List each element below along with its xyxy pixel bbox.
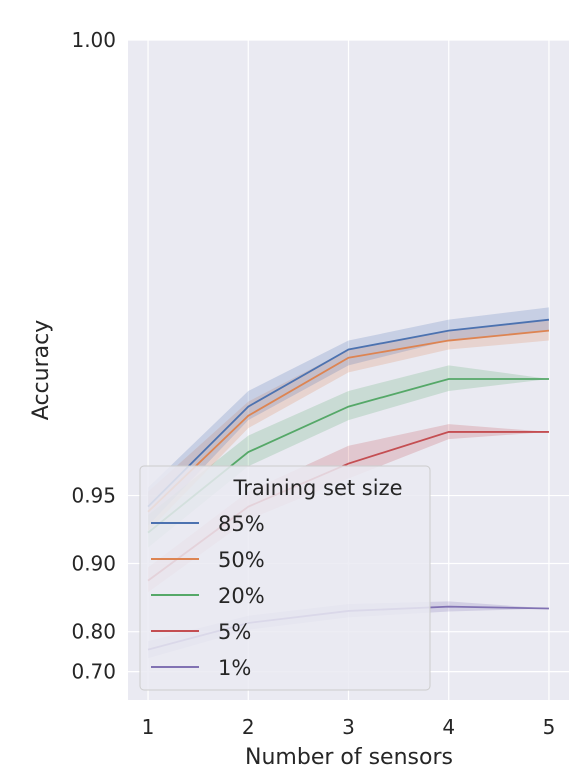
- legend-label: 1%: [218, 656, 251, 680]
- y-axis-title: Accuracy: [29, 320, 54, 420]
- x-tick-label: 3: [342, 715, 355, 739]
- x-tick-label: 4: [442, 715, 455, 739]
- legend: Training set size 85% 50% 20% 5% 1%: [139, 465, 431, 691]
- legend-label: 5%: [218, 620, 251, 644]
- series-line-85%: [147, 318, 550, 508]
- legend-box: [139, 465, 431, 691]
- legend-label: 50%: [218, 548, 265, 572]
- x-tick-labels: 1 2 3 4 5: [142, 715, 556, 739]
- y-tick-label: 0.90: [71, 552, 116, 576]
- y-tick-label: 0.70: [71, 660, 116, 684]
- band-85%: [148, 307, 549, 526]
- series-line-50%: [147, 329, 550, 513]
- legend-label: 20%: [218, 584, 265, 608]
- x-tick-label: 1: [142, 715, 155, 739]
- legend-title: Training set size: [232, 476, 402, 500]
- x-tick-label: 5: [543, 715, 556, 739]
- y-tick-label: 0.95: [71, 484, 116, 508]
- legend-label: 85%: [218, 512, 265, 536]
- x-axis-title: Number of sensors: [245, 745, 453, 770]
- legend-entries: 85% 50% 20% 5% 1%: [151, 512, 265, 680]
- y-tick-label: 0.80: [71, 620, 116, 644]
- y-tick-label: 1.00: [71, 28, 116, 52]
- band-20%: [148, 365, 549, 548]
- y-tick-labels: 0.70 0.80 0.90 0.95 1.00: [71, 28, 116, 684]
- x-tick-label: 2: [242, 715, 255, 739]
